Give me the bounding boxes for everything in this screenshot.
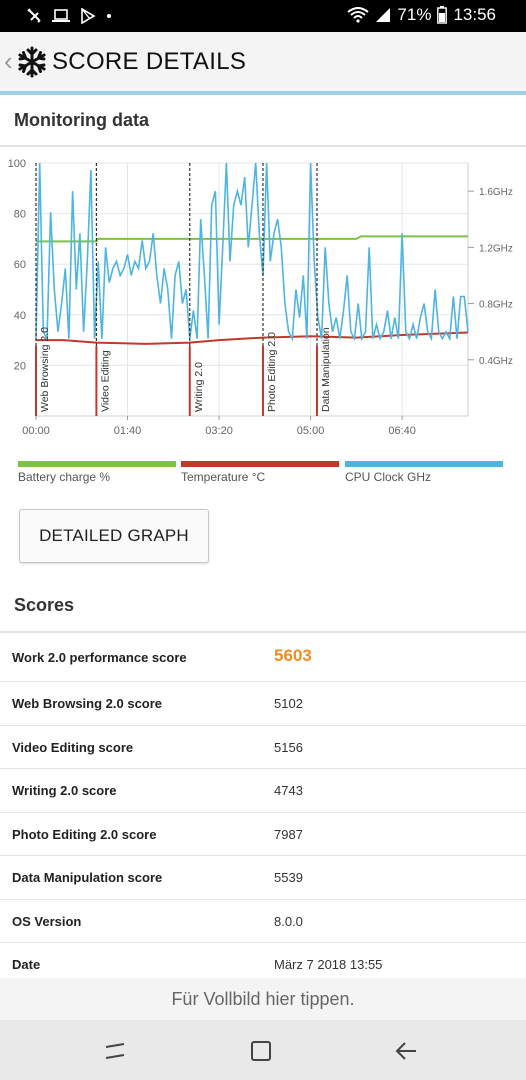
app-header: ‹ SCORE DETAILS <box>0 32 526 92</box>
score-value: 5156 <box>274 739 303 755</box>
chart-y-labels: 100 80 60 40 20 1.6GHz 1.2GHz 0.8GHz 0.4GHz <box>8 158 513 372</box>
chart-y-right-tick-label: 1.6GHz <box>479 187 513 198</box>
score-row-photo-editing: Photo Editing 2.0 score 7987 <box>0 811 526 856</box>
score-value: 8.0.0 <box>274 913 303 929</box>
chart-y-right-tick-label: 0.8GHz <box>479 300 513 311</box>
home-icon[interactable] <box>248 1038 274 1064</box>
legend-label-cpu: CPU Clock GHz <box>345 470 432 484</box>
score-value: März 7 2018 13:55 <box>274 957 383 972</box>
score-row-os-version: OS Version 8.0.0 <box>0 898 526 943</box>
score-label: Web Browsing 2.0 score <box>12 696 163 711</box>
chart-x-labels: 00:00 01:40 03:20 05:00 06:40 <box>22 425 416 437</box>
chart-y-tick-label: 80 <box>14 209 26 221</box>
chart-x-tick-label: 00:00 <box>22 425 50 437</box>
header-divider <box>0 91 526 95</box>
score-label: Writing 2.0 score <box>12 783 117 798</box>
chart-x-tick-label: 01:40 <box>114 425 142 437</box>
score-value: 7987 <box>274 826 303 842</box>
series-line-temperature <box>36 331 469 345</box>
series-line-cpu <box>35 162 469 342</box>
chart-phases: Web Browsing 2.0 Video Editing Writing 2.0… <box>35 163 332 416</box>
status-right: 71% 13:56 <box>347 5 496 25</box>
navigation-bar <box>0 1020 526 1080</box>
score-value: 5102 <box>274 696 303 711</box>
legend-item-temperature: Temperature °C <box>181 461 339 484</box>
legend-label-battery: Battery charge % <box>18 470 111 484</box>
laptop-icon <box>52 9 70 22</box>
status-left-icons <box>26 6 112 26</box>
clock: 13:56 <box>453 5 496 24</box>
chart-y-tick-label: 40 <box>14 310 26 322</box>
legend-item-cpu: CPU Clock GHz <box>345 461 503 484</box>
series-line-battery <box>36 235 468 243</box>
chart-y-tick-label: 20 <box>14 360 26 372</box>
score-label: Work 2.0 performance score <box>12 650 187 665</box>
phase-label: Writing 2.0 <box>193 362 205 412</box>
phase-label: Video Editing <box>99 350 111 412</box>
chart-series <box>35 162 469 345</box>
score-label: Photo Editing 2.0 score <box>12 826 157 842</box>
snowflake-icon <box>18 46 46 78</box>
chart-x-tick-label: 05:00 <box>297 425 325 437</box>
tools-icon <box>27 8 41 23</box>
monitoring-title: Monitoring data <box>14 110 149 130</box>
monitoring-chart[interactable]: 100 80 60 40 20 1.6GHz 1.2GHz 0.8GHz 0.4GHz 00:0… <box>0 153 526 453</box>
score-row-writing: Writing 2.0 score 4743 <box>0 768 526 812</box>
chart-legend: Battery charge % Temperature °C CPU Cloc… <box>18 461 508 489</box>
score-row-video-editing: Video Editing score 5156 <box>0 724 526 769</box>
legend-swatch-cpu <box>345 461 503 467</box>
play-store-icon <box>81 8 96 24</box>
chart-y-right-tick-label: 0.4GHz <box>479 356 513 367</box>
dot-icon <box>107 14 111 18</box>
legend-swatch-temperature <box>181 461 339 467</box>
legend-label-temperature: Temperature °C <box>181 470 266 484</box>
scores-title: Scores <box>14 595 75 615</box>
score-row-data-manipulation: Data Manipulation score 5539 <box>0 855 526 899</box>
phase-label: Photo Editing 2.0 <box>266 332 278 412</box>
fullscreen-hint[interactable]: Für Vollbild hier tippen. <box>0 978 526 1020</box>
content-panel[interactable]: Monitoring data 100 80 60 40 20 1.6GHz 1.2GHz 0… <box>0 95 526 980</box>
score-label: Date <box>12 957 41 972</box>
back-arrow-icon[interactable] <box>394 1038 420 1064</box>
chart-y-right-tick-label: 1.2GHz <box>479 243 513 254</box>
phase-label: Web Browsing 2.0 <box>39 327 51 412</box>
status-bar: 71% 13:56 <box>0 0 526 32</box>
chart-y-tick-label: 100 <box>8 158 26 170</box>
score-value: 5539 <box>274 870 303 885</box>
battery-icon <box>437 6 448 24</box>
monitoring-divider <box>0 145 526 147</box>
score-value: 4743 <box>274 783 303 798</box>
score-label: OS Version <box>12 913 82 929</box>
score-label: Data Manipulation score <box>12 870 163 885</box>
chart-y-tick-label: 60 <box>14 259 26 271</box>
battery-percent: 71% <box>397 5 432 24</box>
score-label: Video Editing score <box>12 739 134 755</box>
chart-x-tick-label: 03:20 <box>205 425 233 437</box>
wifi-icon <box>347 7 370 23</box>
score-value: 5603 <box>274 646 312 665</box>
legend-swatch-battery <box>18 461 176 467</box>
score-row-date: Date März 7 2018 13:55 <box>0 942 526 980</box>
legend-item-battery: Battery charge % <box>18 461 176 484</box>
recent-apps-icon[interactable] <box>102 1038 128 1064</box>
phase-label: Data Manipulation <box>320 327 332 412</box>
page-title: SCORE DETAILS <box>52 48 247 75</box>
score-row-web-browsing: Web Browsing 2.0 score 5102 <box>0 681 526 725</box>
score-row-work: Work 2.0 performance score 5603 <box>0 631 526 681</box>
chart-x-tick-label: 06:40 <box>388 425 416 437</box>
detailed-graph-button[interactable]: DETAILED GRAPH <box>19 509 209 563</box>
chevron-left-icon[interactable]: ‹ <box>4 46 13 76</box>
scores-table: Work 2.0 performance score 5603 Web Brow… <box>0 631 526 980</box>
signal-icon <box>376 8 391 22</box>
